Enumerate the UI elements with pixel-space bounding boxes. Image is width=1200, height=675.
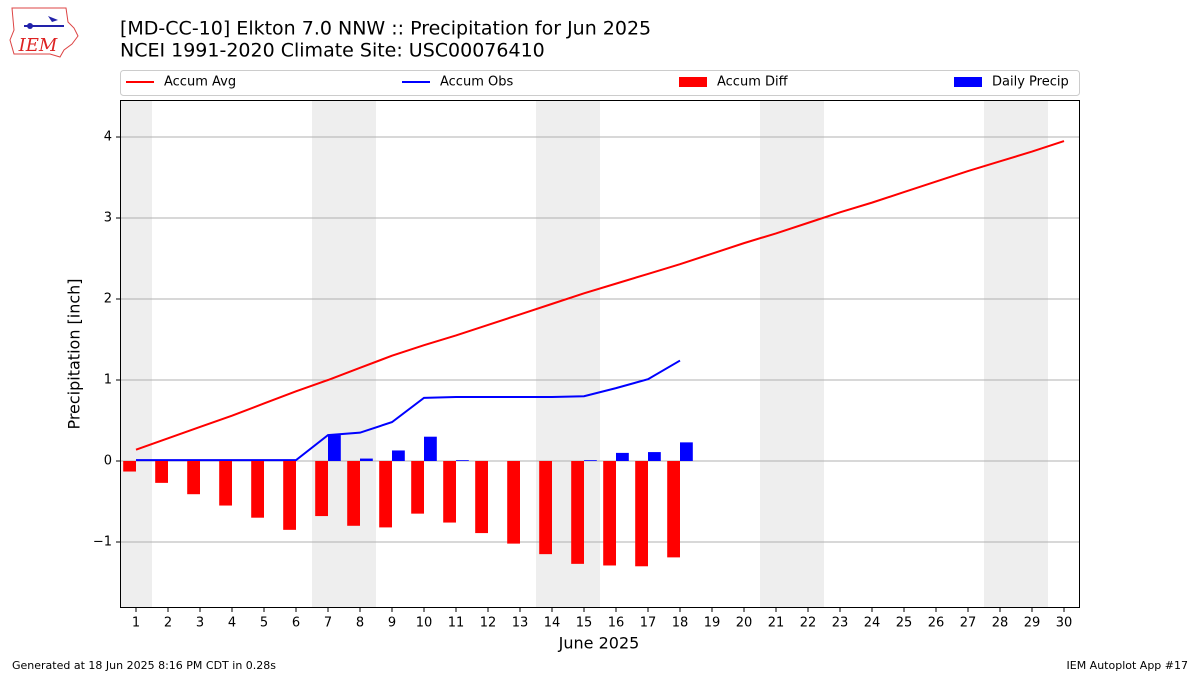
- y-tick-label: 2: [104, 292, 112, 307]
- x-tick-label: 27: [960, 616, 977, 631]
- x-tick-label: 6: [292, 616, 300, 631]
- logo: IEM: [9, 7, 79, 58]
- x-tick-label: 8: [356, 616, 364, 631]
- bar: [584, 460, 597, 461]
- bar: [123, 460, 136, 472]
- bar: [283, 460, 296, 530]
- legend-label: Accum Obs: [440, 75, 513, 90]
- logo-text: IEM: [18, 35, 58, 56]
- x-tick-label: 4: [228, 616, 236, 631]
- bar: [251, 460, 264, 518]
- y-tick-label: 3: [104, 211, 112, 226]
- plot-area: [120, 100, 1080, 608]
- bar: [648, 452, 661, 461]
- x-tick-label: 22: [800, 616, 817, 631]
- legend-swatch: [954, 77, 982, 87]
- chart-title: [MD-CC-10] Elkton 7.0 NNW :: Precipitati…: [120, 18, 651, 40]
- x-tick-label: 2: [164, 616, 172, 631]
- x-tick-label: 15: [576, 616, 593, 631]
- bar: [456, 460, 469, 461]
- y-tick-label: −1: [93, 534, 112, 549]
- bar: [328, 435, 341, 461]
- x-tick-label: 11: [448, 616, 465, 631]
- x-tick-label: 24: [864, 616, 881, 631]
- y-tick-label: 1: [104, 372, 112, 387]
- bar: [347, 460, 360, 526]
- y-tick-label: 0: [104, 453, 112, 468]
- bar: [475, 460, 488, 534]
- weekend-shade: [760, 100, 792, 608]
- x-tick-label: 7: [324, 616, 332, 631]
- x-tick-label: 20: [736, 616, 753, 631]
- bar: [667, 460, 680, 558]
- legend-box: [120, 70, 1080, 96]
- x-tick-label: 30: [1056, 616, 1073, 631]
- bar: [443, 460, 456, 523]
- legend-label: Accum Diff: [717, 75, 789, 90]
- legend-label: Accum Avg: [164, 75, 236, 90]
- x-tick-label: 13: [512, 616, 529, 631]
- x-tick-label: 10: [416, 616, 433, 631]
- bar: [411, 460, 424, 514]
- weekend-shade: [120, 100, 152, 608]
- bar: [635, 460, 648, 567]
- bar: [187, 460, 200, 495]
- weekend-shade: [984, 100, 1016, 608]
- x-tick-label: 29: [1024, 616, 1041, 631]
- x-tick-label: 1: [132, 616, 140, 631]
- bar: [155, 460, 168, 483]
- bar: [603, 460, 616, 566]
- footer-left: Generated at 18 Jun 2025 8:16 PM CDT in …: [12, 659, 276, 672]
- bar: [379, 460, 392, 528]
- line: [135, 140, 1065, 451]
- legend-swatch: [679, 77, 707, 87]
- x-tick-label: 9: [388, 616, 396, 631]
- x-tick-label: 14: [544, 616, 561, 631]
- chart-subtitle: NCEI 1991-2020 Climate Site: USC00076410: [120, 40, 545, 62]
- x-tick-label: 18: [672, 616, 689, 631]
- bar: [539, 460, 552, 555]
- x-tick-label: 19: [704, 616, 721, 631]
- x-tick-label: 5: [260, 616, 268, 631]
- weekend-shade: [344, 100, 376, 608]
- bar: [571, 460, 584, 564]
- x-tick-label: 25: [896, 616, 913, 631]
- bar: [616, 452, 629, 461]
- bar: [680, 442, 693, 461]
- x-tick-label: 21: [768, 616, 785, 631]
- y-tick-label: 4: [104, 130, 112, 145]
- bar: [219, 460, 232, 506]
- plot-frame: [120, 100, 1080, 608]
- bar: [424, 436, 437, 461]
- x-tick-label: 16: [608, 616, 625, 631]
- x-tick-label: 23: [832, 616, 849, 631]
- bar: [360, 458, 373, 461]
- x-tick-label: 17: [640, 616, 657, 631]
- line: [136, 359, 681, 462]
- weekend-shade: [792, 100, 824, 608]
- x-tick-label: 28: [992, 616, 1009, 631]
- legend-label: Daily Precip: [992, 75, 1069, 90]
- x-tick-label: 3: [196, 616, 204, 631]
- x-axis-label: June 2025: [558, 634, 640, 653]
- weekend-shade: [312, 100, 344, 608]
- bar: [315, 460, 328, 517]
- bar: [392, 450, 405, 461]
- footer-right: IEM Autoplot App #17: [1067, 659, 1189, 672]
- x-tick-label: 12: [480, 616, 497, 631]
- weekend-shade: [1016, 100, 1048, 608]
- y-axis-label: Precipitation [inch]: [65, 278, 84, 429]
- bar: [507, 460, 520, 544]
- x-tick-label: 26: [928, 616, 945, 631]
